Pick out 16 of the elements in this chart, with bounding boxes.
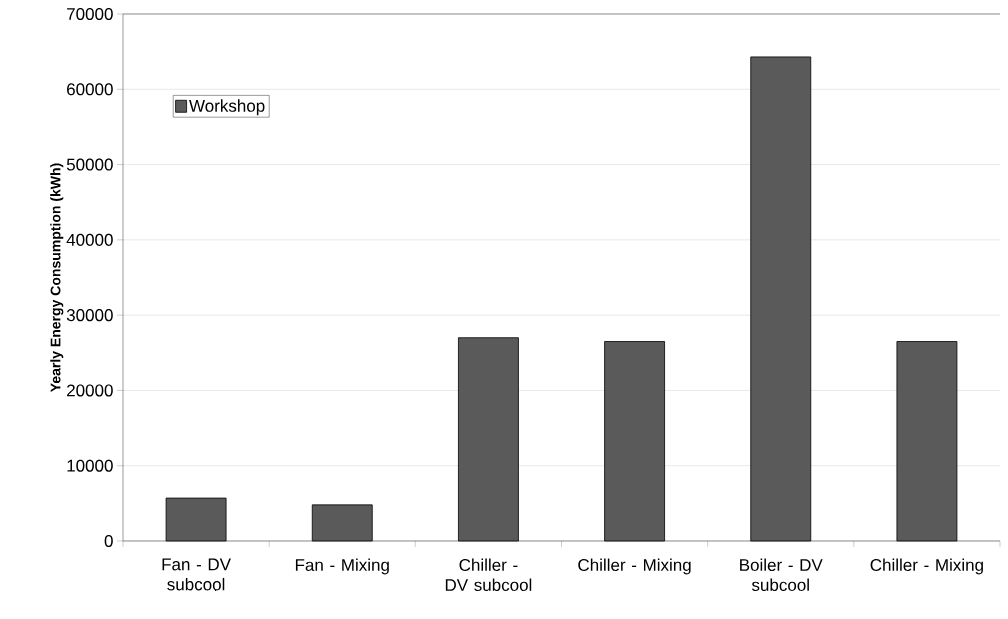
legend-label: Workshop [189,99,265,116]
x-tick-label: Boiler - DV subcool [740,558,823,592]
y-tick-label: 60000 [67,83,113,96]
x-tick-label: Chiller - Mixing [870,558,983,575]
y-tick-label: 70000 [67,7,113,21]
y-axis-title: Yearly Energy Consumption (kWh) [50,163,64,392]
y-tick-label: 0 [104,534,113,548]
y-tick-label: 30000 [66,309,113,322]
y-tick-label: 10000 [67,459,113,472]
x-tick-label: Fan - DV subcool [162,558,231,591]
x-tick-label: Chiller - Mixing [578,558,691,575]
x-tick-label: Fan - Mixing [295,558,389,575]
y-tick-label: 40000 [66,233,113,246]
x-tick-label: Chiller - DV subcool [445,558,532,592]
y-tick-label: 50000 [66,158,113,171]
y-tick-label: 20000 [67,384,113,397]
